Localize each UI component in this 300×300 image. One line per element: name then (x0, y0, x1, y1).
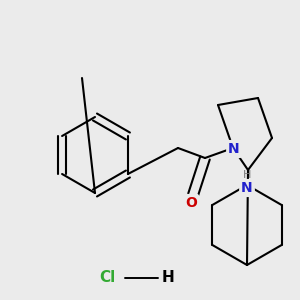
Text: O: O (185, 196, 197, 210)
Text: N: N (241, 181, 253, 195)
Text: H: H (243, 170, 251, 180)
Text: Cl: Cl (99, 271, 115, 286)
Text: H: H (162, 271, 174, 286)
Text: N: N (228, 142, 240, 156)
